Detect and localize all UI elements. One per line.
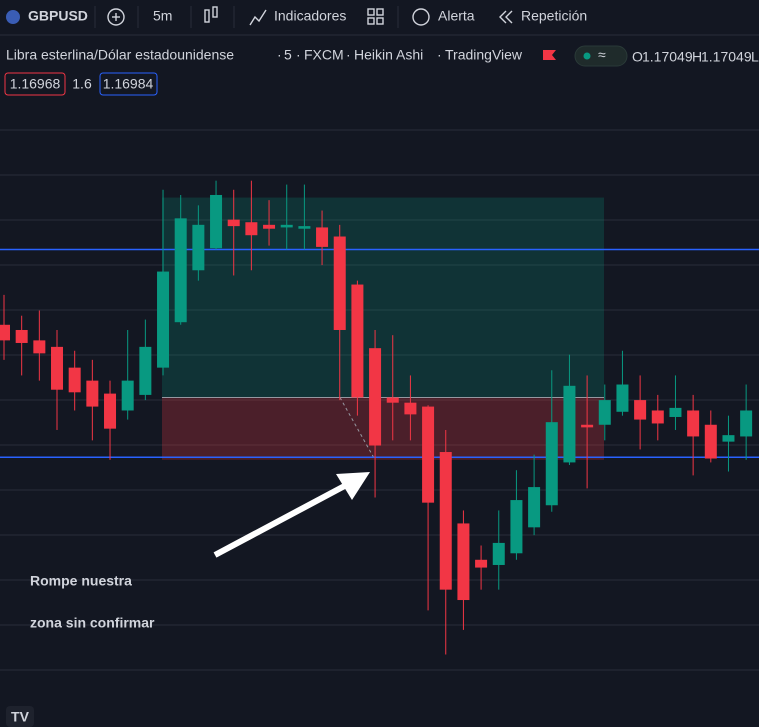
add-icon[interactable] bbox=[107, 8, 125, 26]
candle-body bbox=[457, 523, 470, 601]
candle-body bbox=[121, 380, 134, 411]
candle-body bbox=[333, 236, 346, 330]
loss-zone bbox=[162, 397, 604, 460]
candle-body bbox=[634, 400, 647, 420]
candle-body bbox=[104, 393, 117, 429]
candle-body bbox=[33, 340, 46, 354]
legend-style: Heikin Ashi bbox=[354, 47, 423, 63]
high-value: 1.17049 bbox=[701, 49, 752, 65]
plot bbox=[0, 180, 759, 655]
annotation-line: Rompe nuestra bbox=[30, 573, 132, 589]
arrow-shaft bbox=[213, 479, 354, 558]
candle-body bbox=[316, 227, 329, 247]
candle-body bbox=[740, 410, 753, 437]
candle-body bbox=[475, 559, 488, 568]
legend-interval: 5 bbox=[284, 47, 292, 63]
candle-body bbox=[563, 385, 576, 463]
legend-title: Libra esterlina/Dólar estadounidense bbox=[6, 47, 234, 63]
dot: · bbox=[296, 47, 301, 63]
open-value: 1.17049 bbox=[642, 49, 693, 65]
status-dot bbox=[583, 52, 591, 60]
replay-button[interactable]: Repetición bbox=[521, 8, 587, 24]
candle-body bbox=[422, 406, 435, 503]
candle-body bbox=[651, 410, 664, 424]
profit-zone bbox=[162, 197, 604, 398]
candle-body bbox=[669, 407, 682, 417]
candle-body bbox=[545, 422, 558, 506]
candle-body bbox=[510, 500, 523, 554]
annotation-line: zona sin confirmar bbox=[30, 615, 155, 631]
symbol[interactable]: GBPUSD bbox=[28, 8, 88, 24]
candle-body bbox=[192, 224, 205, 271]
arrow-head bbox=[336, 472, 370, 500]
candle-body bbox=[616, 384, 629, 412]
candle-body bbox=[492, 542, 505, 565]
dot: · bbox=[277, 47, 282, 63]
candle-body bbox=[439, 452, 452, 590]
flag-marker[interactable] bbox=[543, 50, 556, 60]
ask-box[interactable] bbox=[99, 72, 158, 96]
low-key: L bbox=[751, 49, 759, 65]
candle-body bbox=[210, 194, 223, 249]
candle-body bbox=[227, 219, 240, 227]
market-status[interactable] bbox=[574, 45, 628, 67]
legend-source: FXCM bbox=[304, 47, 344, 63]
dot: · bbox=[346, 47, 351, 63]
indicators-icon[interactable] bbox=[249, 9, 267, 26]
open-key: O bbox=[632, 49, 643, 65]
bid-box[interactable] bbox=[4, 72, 66, 96]
status-icon: ≈ bbox=[598, 47, 606, 63]
replay-icon-part bbox=[505, 10, 513, 24]
logo-badge[interactable] bbox=[6, 706, 34, 727]
candle-body bbox=[280, 224, 293, 228]
candle-body bbox=[298, 226, 311, 229]
candle-body bbox=[157, 271, 170, 368]
candle-body bbox=[263, 224, 276, 229]
candle-body bbox=[174, 218, 187, 323]
chart-type-icon[interactable] bbox=[204, 9, 210, 23]
layout-icon-part bbox=[376, 17, 384, 25]
layout-icon-part bbox=[367, 17, 375, 25]
candle-body bbox=[404, 402, 417, 415]
layout-icon-part bbox=[376, 8, 384, 16]
legend-brand: TradingView bbox=[445, 47, 523, 63]
interval[interactable]: 5m bbox=[153, 8, 172, 24]
candle-body bbox=[581, 424, 594, 428]
candle-body bbox=[245, 222, 258, 236]
candle-body bbox=[0, 324, 10, 341]
dot: · bbox=[437, 47, 442, 63]
candle-body bbox=[68, 367, 81, 393]
bid-price: 1.16968 bbox=[10, 76, 61, 92]
candle-body bbox=[704, 424, 717, 459]
grid bbox=[0, 129, 759, 671]
candle-body bbox=[369, 348, 382, 446]
candle-body bbox=[386, 397, 399, 403]
ask-price: 1.16984 bbox=[103, 76, 154, 92]
alert-icon[interactable] bbox=[412, 8, 430, 26]
replay-icon[interactable] bbox=[499, 10, 507, 24]
flag-icon bbox=[6, 10, 20, 24]
candle-body bbox=[51, 346, 64, 390]
candle-body bbox=[139, 346, 152, 395]
alert-button[interactable]: Alerta bbox=[438, 8, 475, 24]
logo: TV bbox=[11, 709, 30, 725]
layout-icon[interactable] bbox=[367, 8, 375, 16]
candle-body bbox=[687, 410, 700, 437]
chart-type-icon-part bbox=[212, 6, 218, 18]
high-key: H bbox=[692, 49, 702, 65]
spread: 1.6 bbox=[72, 76, 92, 92]
candle-body bbox=[598, 400, 611, 425]
indicators-button[interactable]: Indicadores bbox=[274, 8, 346, 24]
candle-body bbox=[351, 284, 364, 398]
candle-body bbox=[86, 380, 99, 407]
candle-body bbox=[528, 487, 541, 528]
candle-body bbox=[15, 329, 28, 343]
candle-body bbox=[722, 435, 735, 442]
